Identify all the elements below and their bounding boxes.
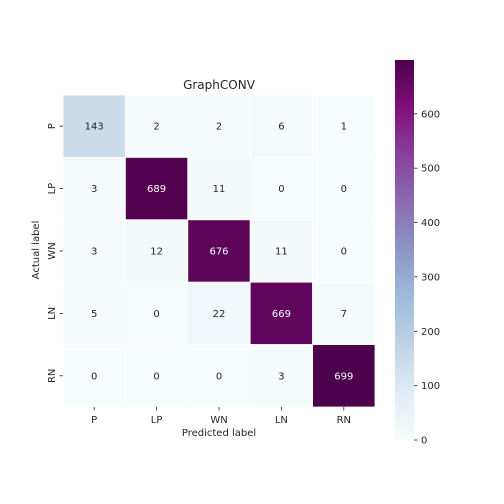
y-axis-label: Actual label xyxy=(31,221,42,280)
cell-value-label: 0 xyxy=(153,371,159,382)
y-tick-label: P xyxy=(47,123,58,129)
heatmap-cell xyxy=(187,156,251,221)
heatmap-cell xyxy=(125,281,189,346)
cell-value-label: 11 xyxy=(213,184,226,195)
cell-value-label: 0 xyxy=(216,371,222,382)
cell-value-label: 1 xyxy=(341,122,347,133)
heatmap-cell xyxy=(187,281,251,346)
cell-value-label: 689 xyxy=(147,184,166,195)
cell-value-label: 0 xyxy=(341,184,347,195)
y-tick-label: LN xyxy=(47,307,58,320)
heatmap-cell xyxy=(62,156,126,221)
cell-value-label: 7 xyxy=(341,309,347,320)
colorbar xyxy=(395,60,414,440)
cell-value-label: 699 xyxy=(334,371,353,382)
colorbar-ticks: 0 100 200 300 400 500 600 xyxy=(414,109,440,447)
colorbar-tick-label: 0 xyxy=(421,436,427,447)
colorbar-tick-label: 500 xyxy=(421,164,440,175)
x-tick-label: RN xyxy=(337,415,351,426)
cell-value-label: 0 xyxy=(278,184,284,195)
heatmap-cell xyxy=(62,344,126,408)
heatmap-cell xyxy=(125,219,189,283)
heatmap-cells: 143 2 2 6 13 689 11 0 03 12 676 11 05 0 22 669 70 0 0 3 699 xyxy=(62,94,376,408)
heatmap-cell xyxy=(249,281,313,346)
heatmap-cell xyxy=(312,219,376,283)
cell-value-label: 0 xyxy=(153,309,159,320)
colorbar-tick-label: 600 xyxy=(421,109,440,120)
heatmap-cell xyxy=(187,344,251,408)
cell-value-label: 12 xyxy=(150,247,163,258)
cell-value-label: 6 xyxy=(278,122,284,133)
colorbar-tick-label: 100 xyxy=(421,381,440,392)
heatmap-cell xyxy=(312,281,376,346)
cell-value-label: 5 xyxy=(91,309,97,320)
cell-value-label: 2 xyxy=(153,122,159,133)
cell-value-label: 0 xyxy=(91,371,97,382)
colorbar-tick-label: 200 xyxy=(421,327,440,338)
heatmap-cell xyxy=(187,94,251,158)
heatmap-cell xyxy=(187,219,251,283)
cell-value-label: 3 xyxy=(91,184,97,195)
x-tick-label: WN xyxy=(210,415,227,426)
cell-value-label: 11 xyxy=(275,247,288,258)
heatmap-cell xyxy=(312,156,376,221)
y-tick-label: LP xyxy=(47,183,58,195)
heatmap-cell xyxy=(312,344,376,408)
colorbar-tick-label: 400 xyxy=(421,218,440,229)
heatmap-cell xyxy=(125,94,189,158)
y-axis-ticks: P LP WN LN RN xyxy=(47,123,63,383)
cell-value-label: 22 xyxy=(213,309,226,320)
heatmap-cell xyxy=(125,344,189,408)
x-tick-label: LP xyxy=(151,415,163,426)
x-axis-label: Predicted label xyxy=(182,428,256,439)
chart-title: GraphCONV xyxy=(183,78,256,92)
cell-value-label: 0 xyxy=(341,247,347,258)
x-tick-label: LN xyxy=(275,415,288,426)
y-tick-label: RN xyxy=(47,369,58,383)
cell-value-label: 669 xyxy=(272,309,291,320)
heatmap-cell xyxy=(249,219,313,283)
heatmap-cell xyxy=(249,94,313,158)
x-tick-label: P xyxy=(91,415,97,426)
cell-value-label: 3 xyxy=(91,247,97,258)
x-axis-ticks: P LP WN LN RN xyxy=(91,407,351,426)
cell-value-label: 2 xyxy=(216,122,222,133)
heatmap-cell xyxy=(62,94,126,158)
cell-value-label: 3 xyxy=(278,371,284,382)
heatmap-cell xyxy=(312,94,376,158)
cell-value-label: 676 xyxy=(209,247,228,258)
colorbar-tick-label: 300 xyxy=(421,272,440,283)
cell-value-label: 143 xyxy=(85,122,104,133)
y-tick-label: WN xyxy=(47,242,58,259)
